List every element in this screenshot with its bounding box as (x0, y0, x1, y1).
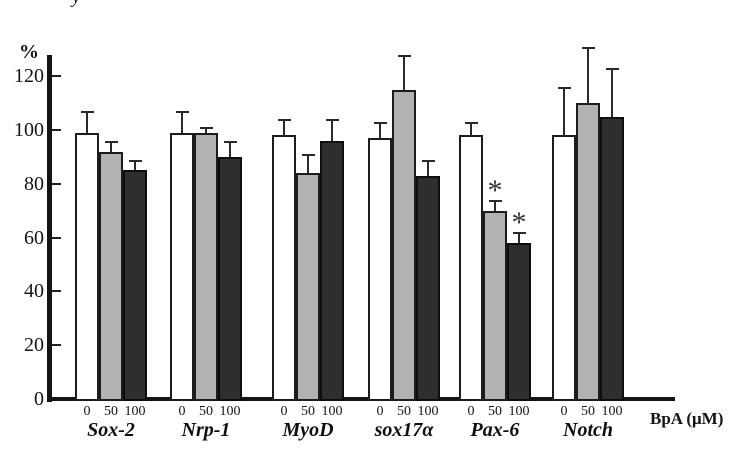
error-bar-stem (134, 159, 136, 171)
x-axis-title: BpA (μM) (650, 409, 724, 428)
y-tick-label: 120 (14, 65, 44, 88)
category-label-MyoD: MyoD (282, 419, 334, 441)
bar-Nrp-1-100 (218, 156, 242, 401)
bar-Notch-100 (600, 116, 624, 401)
x-axis-line (47, 397, 675, 401)
error-bar-stem (307, 154, 309, 174)
error-bar-stem (379, 121, 381, 139)
dose-tick-label: 100 (124, 404, 146, 419)
bar-MyoD-100 (320, 140, 344, 401)
error-bar-stem (470, 121, 472, 136)
cropped-text-fragment: y (72, 0, 80, 9)
y-axis-line (47, 55, 52, 402)
bar-MyoD-0 (272, 135, 296, 401)
dose-tick-label: 0 (83, 404, 91, 419)
error-bar-stem (587, 46, 589, 104)
y-tick-label: 40 (24, 280, 44, 303)
error-bar-stem (229, 140, 231, 157)
error-bar-stem (427, 159, 429, 176)
dose-tick-label: 50 (488, 404, 502, 419)
error-bar-cap (397, 54, 411, 57)
error-bar-stem (563, 86, 565, 136)
dose-tick-label: 100 (321, 404, 343, 419)
error-bar-cap (464, 121, 478, 124)
error-bar-stem (110, 140, 112, 152)
bar-sox17α-0 (368, 138, 392, 401)
error-bar-cap (104, 140, 118, 143)
error-bar-stem (403, 54, 405, 90)
error-bar-cap (557, 86, 571, 89)
error-bar-stem (494, 199, 496, 211)
dose-tick-label: 100 (219, 404, 241, 419)
dose-tick-label: 0 (280, 404, 288, 419)
error-bar-cap (175, 111, 189, 114)
error-bar-stem (518, 232, 520, 243)
error-bar-cap (421, 159, 435, 162)
bar-sox17α-100 (416, 175, 440, 401)
dose-tick-label: 50 (397, 404, 411, 419)
error-bar-stem (86, 111, 88, 133)
dose-tick-label: 0 (178, 404, 186, 419)
dose-tick-label: 100 (417, 404, 439, 419)
error-bar-cap (605, 68, 619, 71)
bar-Sox-2-50 (99, 151, 123, 401)
bar-Pax-6-100 (507, 242, 531, 401)
error-bar-cap (373, 121, 387, 124)
y-tick-label: 100 (14, 119, 44, 141)
bar-MyoD-50 (296, 173, 320, 401)
error-bar-cap (128, 159, 142, 162)
bar-Nrp-1-0 (170, 132, 194, 401)
error-bar-cap (199, 127, 213, 130)
error-bar-cap (223, 140, 237, 143)
y-tick-label: 0 (34, 388, 44, 410)
error-bar-cap (277, 119, 291, 122)
category-label-Pax-6: Pax-6 (470, 419, 520, 441)
bar-Notch-0 (552, 135, 576, 401)
bar-sox17α-50 (392, 89, 416, 401)
error-bar-cap (325, 119, 339, 122)
dose-tick-label: 50 (199, 404, 213, 419)
y-tick-label: 20 (24, 334, 44, 357)
bar-Sox-2-0 (75, 132, 99, 401)
error-bar-cap (488, 199, 502, 202)
dose-tick-label: 50 (581, 404, 595, 419)
y-tick-mark (52, 290, 61, 293)
significance-asterisk: * (511, 206, 527, 240)
error-bar-cap (80, 111, 94, 114)
error-bar-stem (611, 68, 613, 117)
dose-tick-label: 100 (508, 404, 530, 419)
error-bar-stem (283, 119, 285, 136)
error-bar-stem (331, 119, 333, 141)
dose-tick-label: 100 (601, 404, 623, 419)
error-bar-stem (205, 127, 207, 133)
dose-tick-label: 0 (376, 404, 384, 419)
bar-Notch-50 (576, 103, 600, 401)
category-label-sox17α: sox17α (374, 419, 434, 441)
error-bar-cap (512, 232, 526, 235)
y-tick-mark (52, 344, 61, 347)
y-tick-label: 80 (24, 172, 44, 195)
category-label-Sox-2: Sox-2 (87, 419, 135, 441)
error-bar-cap (581, 46, 595, 49)
y-tick-label: 60 (24, 226, 44, 249)
y-tick-mark (52, 182, 61, 185)
bar-Sox-2-100 (123, 170, 147, 401)
category-label-Nrp-1: Nrp-1 (181, 419, 231, 441)
category-label-Notch: Notch (563, 419, 613, 441)
bar-Pax-6-0 (459, 135, 483, 401)
y-tick-mark (52, 75, 61, 78)
dose-tick-label: 50 (104, 404, 118, 419)
dose-tick-label: 0 (560, 404, 568, 419)
error-bar-cap (301, 154, 315, 157)
bar-Nrp-1-50 (194, 132, 218, 401)
y-axis-unit-label: % (19, 41, 39, 63)
significance-asterisk: * (487, 173, 503, 207)
y-tick-mark (52, 129, 61, 131)
dose-tick-label: 0 (467, 404, 475, 419)
error-bar-stem (181, 111, 183, 133)
dose-tick-label: 50 (301, 404, 315, 419)
y-tick-mark (52, 236, 61, 239)
bar-Pax-6-50 (483, 210, 507, 401)
